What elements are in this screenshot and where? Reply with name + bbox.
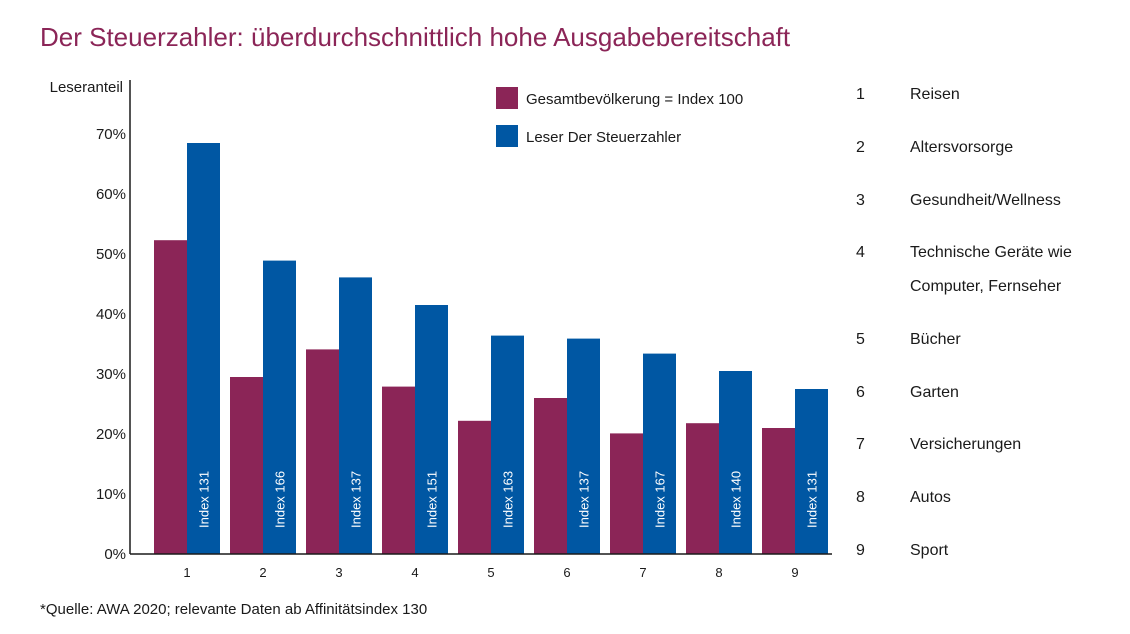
x-tick-label: 8 bbox=[715, 565, 722, 580]
source-note: *Quelle: AWA 2020; relevante Daten ab Af… bbox=[40, 601, 428, 618]
bar-series-1-cat-7 bbox=[610, 433, 643, 554]
category-number: 2 bbox=[856, 139, 865, 156]
category-number: 3 bbox=[856, 192, 865, 209]
bar-index-label: Index 163 bbox=[501, 471, 516, 528]
bar-series-1-cat-4 bbox=[382, 386, 415, 554]
bar-index-label: Index 137 bbox=[577, 471, 592, 528]
bar-series-2-cat-7 bbox=[643, 353, 676, 554]
bar-series-2-cat-9 bbox=[795, 389, 828, 554]
bar-series-2-cat-1 bbox=[187, 143, 220, 554]
x-tick-label: 5 bbox=[487, 565, 494, 580]
category-label: Reisen bbox=[910, 86, 960, 103]
bar-index-label: Index 166 bbox=[273, 471, 288, 528]
legend-label-series-2: Leser Der Steuerzahler bbox=[526, 129, 681, 146]
category-number: 1 bbox=[856, 86, 865, 103]
bar-index-label: Index 137 bbox=[349, 471, 364, 528]
bar-series-1-cat-2 bbox=[230, 377, 263, 554]
x-tick-label: 2 bbox=[259, 565, 266, 580]
legend: Gesamtbevölkerung = Index 100 Leser Der … bbox=[496, 87, 743, 147]
x-tick-label: 3 bbox=[335, 565, 342, 580]
chart-title: Der Steuerzahler: überdurchschnittlich h… bbox=[40, 22, 791, 52]
y-tick-label: 70% bbox=[96, 126, 126, 143]
y-tick-label: 20% bbox=[96, 426, 126, 443]
bar-series-2-cat-8 bbox=[719, 371, 752, 554]
bar-series-1-cat-6 bbox=[534, 398, 567, 554]
legend-label-series-1: Gesamtbevölkerung = Index 100 bbox=[526, 91, 743, 108]
legend-swatch-series-2 bbox=[496, 125, 518, 147]
y-tick-label: 10% bbox=[96, 486, 126, 503]
bar-index-label: Index 131 bbox=[805, 471, 820, 528]
bar-index-label: Index 167 bbox=[653, 471, 668, 528]
y-axis-ticks: 0% 10% 20% 30% 40% 50% 60% 70% bbox=[96, 126, 126, 563]
bar-series-2-cat-5 bbox=[491, 335, 524, 554]
bar-series-2-cat-2 bbox=[263, 260, 296, 554]
bar-index-label: Index 131 bbox=[197, 471, 212, 528]
category-label: Bücher bbox=[910, 331, 961, 348]
bar-series-1-cat-8 bbox=[686, 423, 719, 554]
bar-series-1-cat-1 bbox=[154, 240, 187, 554]
category-label: Garten bbox=[910, 384, 959, 401]
legend-swatch-series-1 bbox=[496, 87, 518, 109]
bar-labels-group: Index 131 Index 166 Index 137 Index 151 Inde… bbox=[197, 471, 820, 528]
bar-series-2-cat-3 bbox=[339, 277, 372, 554]
category-number: 4 bbox=[856, 244, 865, 261]
bar-chart: 0%10%20%30%40%50%60%70% Index 131 Index 1… bbox=[50, 79, 832, 580]
bar-index-label: Index 140 bbox=[729, 471, 744, 528]
bars-group bbox=[154, 143, 828, 554]
y-axis-title: Leseranteil bbox=[50, 79, 123, 96]
bar-index-label: Index 151 bbox=[425, 471, 440, 528]
x-tick-label: 7 bbox=[639, 565, 646, 580]
x-tick-label: 6 bbox=[563, 565, 570, 580]
category-label: Technische Geräte wie Computer, Fernsehe… bbox=[910, 244, 1072, 295]
y-tick-label: 30% bbox=[96, 366, 126, 383]
x-tick-label: 1 bbox=[183, 565, 190, 580]
category-number: 7 bbox=[856, 436, 865, 453]
category-number: 8 bbox=[856, 489, 865, 506]
category-number: 6 bbox=[856, 384, 865, 401]
x-tick-label: 9 bbox=[791, 565, 798, 580]
y-tick-label: 50% bbox=[96, 246, 126, 263]
y-tick-label: 0% bbox=[104, 546, 126, 563]
y-tick-label: 60% bbox=[96, 186, 126, 203]
y-tick-label: 40% bbox=[96, 306, 126, 323]
bar-series-2-cat-6 bbox=[567, 338, 600, 554]
category-label: Gesundheit/Wellness bbox=[910, 192, 1061, 209]
category-label: Altersvorsorge bbox=[910, 139, 1014, 156]
category-label: Autos bbox=[910, 489, 951, 506]
bar-series-1-cat-5 bbox=[458, 420, 491, 554]
x-axis-ticks: 1 2 3 4 5 6 7 8 9 bbox=[183, 565, 798, 580]
x-tick-label: 4 bbox=[411, 565, 418, 580]
category-label: Versicherungen bbox=[910, 436, 1022, 453]
category-number: 9 bbox=[856, 542, 865, 559]
bar-series-2-cat-4 bbox=[415, 305, 448, 554]
category-label: Sport bbox=[910, 542, 949, 559]
category-number: 5 bbox=[856, 331, 865, 348]
bar-series-1-cat-3 bbox=[306, 349, 339, 554]
bar-series-1-cat-9 bbox=[762, 428, 795, 554]
